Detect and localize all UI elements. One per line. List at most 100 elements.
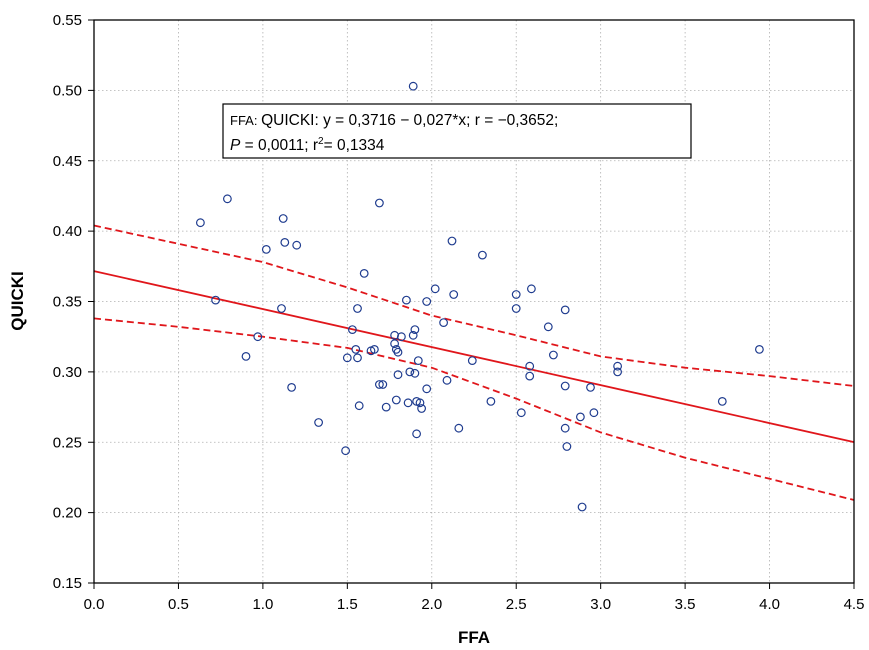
y-axis-ticks: 0.15 0.20 0.25 0.30 0.35 0.40 0.45 0.50 0.55 (53, 12, 94, 592)
data-point (351, 345, 361, 354)
y-tick-label: 0.35 (53, 294, 82, 311)
annotation-box (222, 103, 692, 159)
data-point (408, 81, 418, 91)
x-tick-label: 3.0 (590, 596, 611, 613)
x-tick-label: 1.5 (337, 596, 358, 613)
data-point (402, 295, 411, 305)
data-point (342, 353, 352, 363)
data-point (393, 347, 403, 357)
y-tick-label: 0.25 (53, 434, 82, 451)
data-point (560, 381, 570, 391)
data-point (447, 236, 457, 246)
x-axis-title: FFA (458, 628, 490, 647)
data-point (375, 198, 384, 208)
data-point (562, 442, 572, 451)
data-point (442, 375, 452, 385)
data-point (370, 345, 379, 354)
data-point (586, 383, 595, 392)
confidence-band-upper (93, 224, 855, 387)
data-point (287, 383, 297, 392)
data-point (613, 367, 622, 377)
annotation-r2-superscript: 2 (318, 136, 324, 147)
confidence-band (93, 224, 855, 501)
y-tick-label: 0.30 (53, 364, 82, 381)
data-point (354, 401, 364, 411)
data-point (410, 325, 420, 335)
data-point (449, 290, 459, 299)
x-tick-label: 3.5 (675, 596, 696, 613)
data-point (348, 325, 357, 335)
confidence-band-lower (93, 317, 855, 501)
data-point (422, 384, 432, 394)
data-point (314, 418, 324, 427)
data-point (261, 244, 271, 254)
data-points (195, 81, 764, 512)
annotation-p-symbol: P (230, 137, 241, 154)
data-point (403, 398, 413, 408)
data-point (378, 380, 388, 389)
data-point (511, 290, 521, 299)
y-tick-label: 0.45 (53, 153, 82, 170)
data-point (560, 423, 570, 433)
data-point (292, 240, 302, 250)
data-point (543, 322, 553, 332)
annotation-equation: QUICKI: y = 0,3716 − 0,027*x; r = −0,365… (261, 112, 558, 129)
data-point (253, 332, 263, 342)
annotation-prefix: FFA: (230, 113, 261, 128)
data-point (467, 356, 477, 366)
y-tick-label: 0.50 (53, 82, 82, 99)
data-point (415, 398, 425, 408)
regression-annotation: FFA: QUICKI: y = 0,3716 − 0,027*x; r = −… (222, 103, 692, 159)
data-point (405, 367, 415, 377)
y-tick-label: 0.55 (53, 12, 82, 29)
data-point (439, 318, 449, 328)
data-point (222, 194, 232, 204)
data-point (393, 370, 403, 380)
annotation-line-2: P = 0,0011; r2= 0,1334 (230, 136, 385, 154)
data-point (511, 304, 521, 313)
data-point (527, 284, 536, 294)
data-point (391, 395, 401, 405)
data-point (353, 304, 362, 313)
x-tick-label: 1.0 (252, 596, 273, 613)
x-tick-label: 2.5 (506, 596, 527, 613)
data-point (417, 404, 427, 413)
data-point (577, 502, 587, 512)
data-point (359, 269, 369, 278)
data-point (280, 237, 290, 247)
x-tick-label: 0.0 (84, 596, 105, 613)
data-point (576, 412, 585, 422)
y-tick-label: 0.15 (53, 575, 82, 592)
data-point (381, 402, 391, 412)
data-point (277, 304, 286, 313)
data-point (408, 330, 418, 340)
data-point (560, 305, 570, 315)
x-axis-ticks: 0.0 0.5 1.0 1.5 2.0 2.5 3.0 3.5 4.0 4.5 (84, 583, 865, 613)
data-point (410, 368, 420, 378)
data-point (717, 397, 727, 406)
data-point (525, 361, 535, 371)
y-tick-label: 0.40 (53, 223, 82, 240)
y-axis-title: QUICKI (8, 271, 27, 331)
data-point (422, 297, 432, 306)
data-point (353, 353, 362, 363)
data-point (430, 284, 440, 294)
data-point (241, 352, 251, 361)
data-point (525, 371, 535, 381)
data-point (755, 345, 764, 354)
y-tick-label: 0.20 (53, 505, 82, 522)
data-point (211, 295, 221, 305)
x-tick-label: 4.0 (759, 596, 780, 613)
data-point (412, 429, 422, 439)
x-tick-label: 2.0 (421, 596, 442, 613)
data-point (375, 380, 384, 389)
x-tick-label: 4.5 (844, 596, 865, 613)
data-point (486, 397, 496, 406)
grid (94, 20, 854, 583)
data-point (195, 218, 205, 228)
data-point (341, 446, 351, 456)
data-point (549, 350, 558, 360)
x-tick-label: 0.5 (168, 596, 189, 613)
